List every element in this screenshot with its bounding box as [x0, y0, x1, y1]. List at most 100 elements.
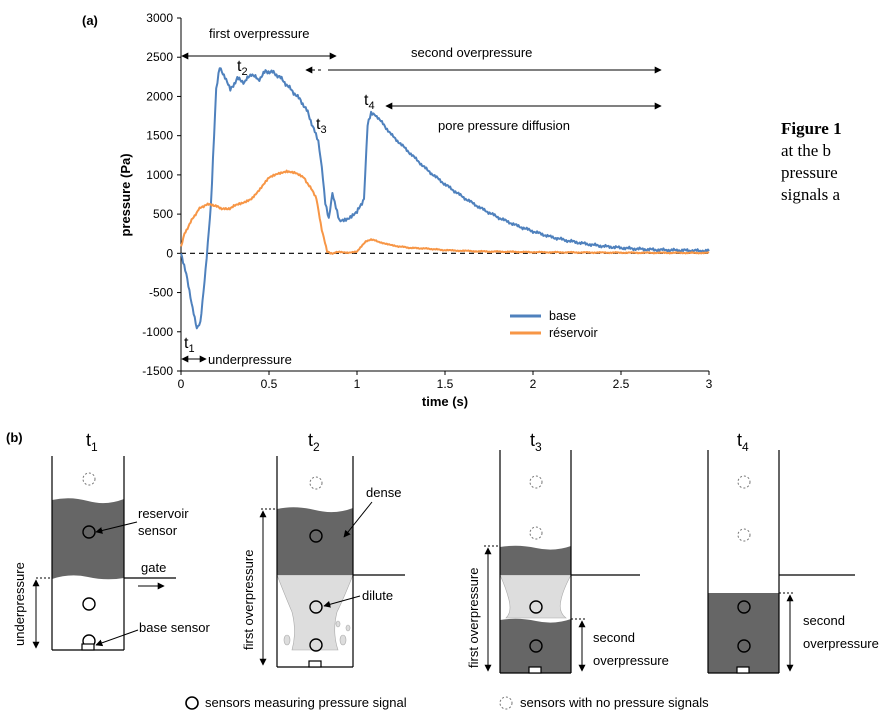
- y-tick-label: 0: [166, 246, 173, 260]
- x-tick-label: 3: [706, 377, 713, 391]
- dashed-sensor-t3-a: [529, 475, 543, 489]
- base-sensor-t4: [736, 666, 750, 674]
- sensor-t3-b: [529, 639, 543, 653]
- x-tick-label: 2: [530, 377, 537, 391]
- chart-annotations: first overpressure second overpressure p…: [181, 26, 662, 367]
- dashed-sensor-t1: [82, 472, 96, 486]
- time-label-t3: t3: [316, 116, 327, 136]
- caption-line-1: at the b: [781, 141, 832, 160]
- dilute-blob-4: [335, 620, 341, 628]
- y-tick-label: -1500: [142, 364, 173, 378]
- time-label-t2: t2: [237, 58, 248, 78]
- y-tick-label: 500: [153, 207, 173, 221]
- x-ticks: 0 0.5 1 1.5 2 2.5 3: [178, 371, 713, 391]
- x-tick-label: 0: [178, 377, 185, 391]
- sensor-t2-c: [309, 638, 323, 652]
- legend-dashed-sensor-icon: [499, 696, 513, 710]
- time-label-t4: t4: [364, 92, 375, 112]
- x-tick-label: 1: [354, 377, 361, 391]
- pointer-dense: [343, 501, 373, 538]
- pointer-base-sensor: [95, 629, 139, 647]
- caption-bold: Figure: [781, 119, 829, 138]
- y-tick-label: 2000: [146, 89, 173, 103]
- caption-line-2: pressure: [781, 163, 838, 182]
- x-tick-label: 2.5: [613, 377, 630, 391]
- time-label-t1: t1: [184, 335, 195, 355]
- dashed-sensor-t4-a: [737, 475, 751, 489]
- label-underpressure-vertical: underpressure: [12, 562, 27, 646]
- x-tick-label: 0.5: [261, 377, 278, 391]
- annotation-pore-pressure-diffusion: pore pressure diffusion: [438, 118, 570, 133]
- label-reservoir-sensor-2: sensor: [138, 523, 178, 538]
- panel-b-label: (b): [6, 430, 23, 445]
- label-reservoir-sensor-1: reservoir: [138, 506, 189, 521]
- panel-b-legend: sensors measuring pressure signal sensor…: [185, 695, 709, 710]
- column-title-t2: t2: [308, 430, 320, 454]
- dense-flow-t1: [52, 498, 124, 580]
- dilute-blob-3: [345, 624, 351, 632]
- pointer-dilute: [323, 595, 361, 608]
- legend-solid-label: sensors measuring pressure signal: [205, 695, 407, 710]
- figure-caption: Figure 1 at the b pressure signals a: [781, 118, 896, 206]
- dashed-sensor-t4-b: [737, 528, 751, 542]
- x-axis-label: time (s): [422, 394, 468, 409]
- column-title-t1: t1: [86, 430, 98, 454]
- dilute-blob-2: [339, 634, 347, 646]
- y-tick-label: 1000: [146, 168, 173, 182]
- column-t4-diagram: second overpressure: [707, 450, 879, 674]
- label-overpressure-t4: overpressure: [803, 636, 879, 651]
- legend-label-base: base: [549, 309, 576, 323]
- legend-label-reservoir: réservoir: [549, 326, 598, 340]
- label-second-t3: second: [593, 630, 635, 645]
- dense-flow-t2: [277, 507, 353, 575]
- annotation-second-overpressure: second overpressure: [411, 45, 532, 60]
- series-line-base: [180, 67, 710, 330]
- y-tick-label: -500: [149, 286, 173, 300]
- label-second-t4: second: [803, 613, 845, 628]
- base-sensor-t1: [81, 643, 95, 651]
- caption-line-3: signals a: [781, 185, 841, 204]
- y-tick-label: 3000: [146, 11, 173, 25]
- label-dilute: dilute: [362, 588, 393, 603]
- panel-a-label: (a): [82, 13, 98, 28]
- label-overpressure-t3: overpressure: [593, 653, 669, 668]
- base-sensor-t2: [308, 660, 322, 668]
- dense-flow-t3-upper: [500, 545, 571, 575]
- dashed-sensor-t3-b: [529, 526, 543, 540]
- x-tick-label: 1.5: [437, 377, 454, 391]
- label-first-overpressure-t3: first overpressure: [466, 568, 481, 668]
- reservoir-sensor-t1: [82, 525, 96, 539]
- sensor-t2-b: [309, 600, 323, 614]
- dilute-blob-1: [283, 634, 291, 646]
- sensor-t2-a: [309, 529, 323, 543]
- y-tick-label: 1500: [146, 129, 173, 143]
- dilute-flow-t3: [499, 574, 572, 619]
- annotation-first-overpressure: first overpressure: [209, 26, 309, 41]
- column-t2-diagram: first overpressure dense dilute: [241, 456, 405, 668]
- dense-flow-t3-lower: [500, 618, 571, 673]
- column-title-t4: t4: [737, 430, 749, 454]
- base-sensor-t3: [528, 666, 542, 674]
- sensor-t3-a: [529, 600, 543, 614]
- y-tick-label: -1000: [142, 325, 173, 339]
- y-axis-label: pressure (Pa): [118, 153, 133, 236]
- series-lines: [180, 67, 710, 330]
- legend-solid-sensor-icon: [185, 696, 199, 710]
- legend: base réservoir: [510, 309, 598, 340]
- dashed-sensor-t2: [309, 476, 323, 490]
- column-t1-diagram: underpressure reservoir sensor gate base…: [12, 456, 210, 651]
- y-tick-label: 2500: [146, 50, 173, 64]
- label-gate: gate: [141, 560, 166, 575]
- label-dense: dense: [366, 485, 401, 500]
- sensor-t4-b: [737, 639, 751, 653]
- column-t3-diagram: first overpressure second overpressure: [466, 450, 669, 674]
- label-base-sensor: base sensor: [139, 620, 210, 635]
- annotation-underpressure: underpressure: [208, 352, 292, 367]
- y-ticks: -1500 -1000 -500 0 500 1000 1500 2000 2500 3000: [142, 11, 181, 378]
- sensor-t4-a: [737, 600, 751, 614]
- pressure-chart: -1500 -1000 -500 0 500 1000 1500 2000 2500 3000 0…: [118, 11, 713, 409]
- dense-flow-t4: [708, 593, 779, 673]
- sensor-t1-a: [82, 597, 96, 611]
- label-first-overpressure-t2: first overpressure: [241, 550, 256, 650]
